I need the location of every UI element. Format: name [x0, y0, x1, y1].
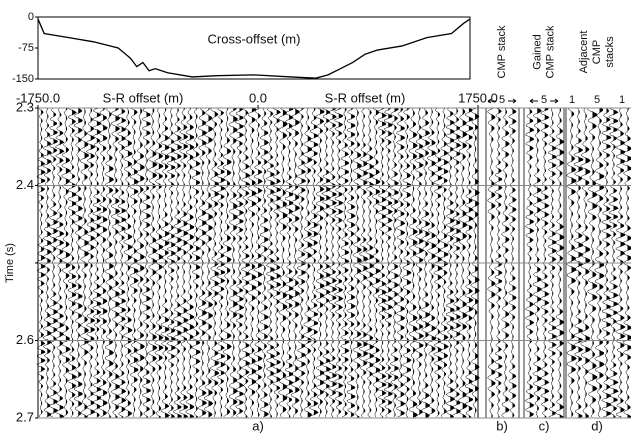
x-tick-label: 1750.0: [458, 90, 498, 105]
trace-fill: [400, 108, 406, 418]
y-tick-label: -75: [18, 42, 34, 54]
x-tick-label: -1750.0: [16, 90, 60, 105]
panel-tick-label: 1: [619, 94, 625, 106]
trace-fill: [606, 108, 612, 418]
trace-fill: [208, 108, 213, 418]
trace-fill: [276, 108, 282, 418]
y-tick-label: 2.7: [16, 409, 34, 424]
trace-fill: [456, 108, 461, 418]
trace-fill: [189, 108, 195, 418]
trace-fill: [351, 108, 356, 418]
trace-fill: [475, 108, 480, 418]
y-tick-label: 2.4: [16, 177, 34, 192]
x-axis-label: S-R offset (m): [103, 90, 184, 105]
y-tick-label: 2.3: [16, 99, 34, 114]
panel-tick-label: 5: [594, 94, 600, 106]
panel-title: AdjacentCMPstacks: [578, 31, 616, 74]
x-tick-label: 0.0: [249, 90, 267, 105]
trace-fill: [425, 108, 430, 418]
trace-fill: [450, 108, 455, 418]
y-tick-label: 2.6: [16, 332, 34, 347]
y-tick-label: -150: [12, 73, 34, 85]
trace-fill: [96, 108, 102, 418]
trace-fill: [53, 108, 58, 418]
x-axis-label: S-R offset (m): [325, 90, 406, 105]
caption: b): [496, 418, 508, 433]
caption: d): [591, 418, 603, 433]
trace-fill: [78, 108, 83, 418]
trace-fill: [552, 108, 557, 418]
trace-fill: [613, 108, 619, 418]
y-axis-label: Time (s): [4, 243, 16, 283]
trace-fill: [571, 108, 577, 418]
arrow: [487, 98, 517, 104]
caption: c): [539, 418, 550, 433]
y-tick-label: 0: [28, 11, 34, 23]
panel-tick-label: 5: [541, 94, 547, 106]
trace-fill: [468, 108, 474, 418]
trace-fill: [537, 108, 542, 418]
plot-frame: [37, 16, 471, 80]
trace-fill: [121, 108, 127, 418]
panel-title: CMP stack: [496, 25, 508, 78]
panel-tick-label: 5: [499, 94, 505, 106]
trace-fill: [505, 108, 510, 418]
line: [37, 18, 471, 79]
chart-title: Cross-offset (m): [208, 31, 301, 46]
panel-title: GainedCMP stack: [531, 25, 556, 78]
panel-tick-label: 1: [569, 94, 575, 106]
caption: a): [252, 418, 264, 433]
arrow: [529, 98, 559, 104]
